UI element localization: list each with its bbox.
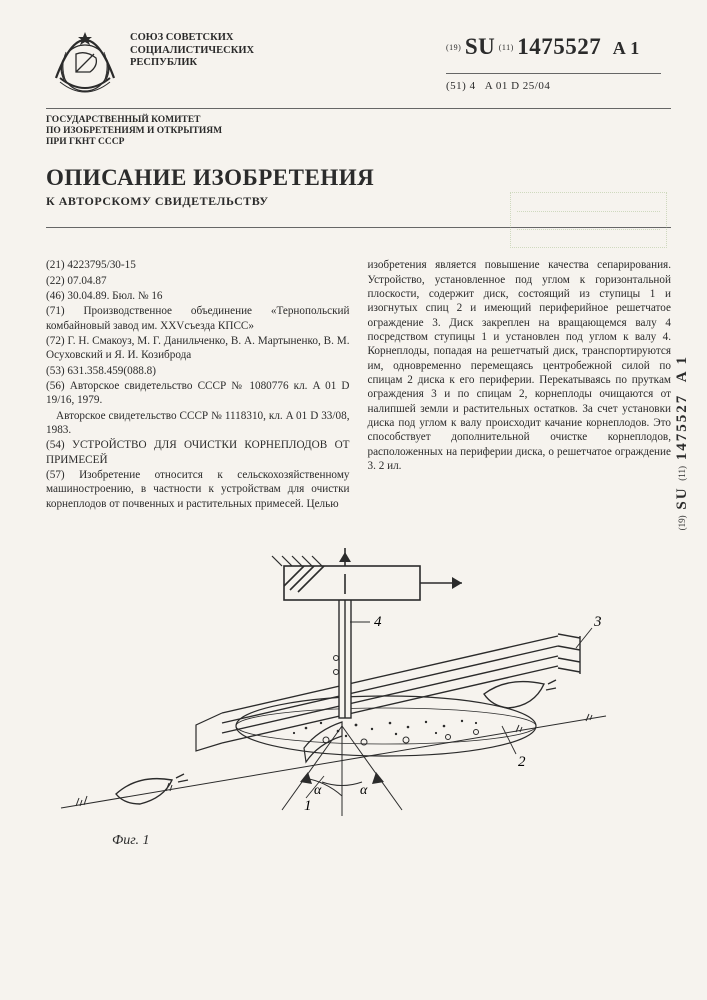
figure-label: Фиг. 1 bbox=[112, 832, 671, 850]
callout-4: 4 bbox=[374, 614, 382, 630]
doc-codes: (19) SU (11) 1475527 A 1 (51) 4 A 01 D 2… bbox=[446, 28, 671, 94]
field-71: (71) Производственное объединение «Терно… bbox=[46, 304, 350, 333]
field-21: (21) 4223795/30-15 bbox=[46, 258, 350, 272]
spine-kind: A 1 bbox=[674, 355, 690, 382]
committee-line: ПРИ ГКНТ СССР bbox=[46, 137, 124, 147]
right-column: изобретения является повышение качества … bbox=[368, 258, 672, 512]
union-line: РЕСПУБЛИК bbox=[130, 57, 197, 68]
committee-line: ГОСУДАРСТВЕННЫЙ КОМИТЕТ bbox=[46, 115, 201, 125]
code-19-label: (19) bbox=[446, 43, 461, 52]
spine-11: (11) bbox=[677, 466, 687, 481]
field-56b: Авторское свидетельство СССР № 1118310, … bbox=[46, 409, 350, 438]
doc-title: ОПИСАНИЕ ИЗОБРЕТЕНИЯ bbox=[46, 163, 671, 192]
field-46: (46) 30.04.89. Бюл. № 16 bbox=[46, 289, 350, 303]
code-11-label: (11) bbox=[499, 43, 514, 52]
spine-19: (19) bbox=[677, 515, 687, 530]
spine-code: (19) SU (11) 1475527 A 1 bbox=[673, 355, 695, 530]
committee-name: ГОСУДАРСТВЕННЫЙ КОМИТЕТ ПО ИЗОБРЕТЕНИЯМ … bbox=[46, 115, 671, 149]
abstract-body: изобретения является повышение качества … bbox=[368, 258, 672, 473]
union-line: СОЦИАЛИСТИЧЕСКИХ bbox=[130, 45, 254, 56]
alpha-left: α bbox=[314, 783, 322, 798]
country-code: SU bbox=[465, 34, 495, 59]
field-54: (54) УСТРОЙСТВО ДЛЯ ОЧИСТКИ КОРНЕПЛОДОВ … bbox=[46, 438, 350, 467]
doc-number: 1475527 bbox=[517, 34, 601, 59]
state-emblem bbox=[46, 28, 124, 100]
committee-line: ПО ИЗОБРЕТЕНИЯМ И ОТКРЫТИЯМ bbox=[46, 126, 222, 136]
callout-2: 2 bbox=[518, 754, 526, 770]
field-72: (72) Г. Н. Смакоуз, М. Г. Данильченко, В… bbox=[46, 334, 350, 363]
spine-number: 1475527 bbox=[674, 394, 690, 461]
callout-1: 1 bbox=[304, 798, 312, 814]
ipc-label: (51) 4 bbox=[446, 80, 476, 92]
field-22: (22) 07.04.87 bbox=[46, 274, 350, 288]
callout-3: 3 bbox=[593, 614, 602, 630]
ipc-code: A 01 D 25/04 bbox=[485, 80, 551, 92]
field-53: (53) 631.358.459(088.8) bbox=[46, 364, 350, 378]
union-line: СОЮЗ СОВЕТСКИХ bbox=[130, 32, 233, 43]
abstract-columns: (21) 4223795/30-15 (22) 07.04.87 (46) 30… bbox=[46, 258, 671, 512]
spine-country: SU bbox=[674, 486, 690, 509]
figure-1: 1 2 3 4 α α Фиг. 1 bbox=[46, 526, 671, 850]
field-57: (57) Изобретение относится к сельскохозя… bbox=[46, 468, 350, 511]
registration-stamp bbox=[510, 192, 667, 248]
left-column: (21) 4223795/30-15 (22) 07.04.87 (46) 30… bbox=[46, 258, 350, 512]
alpha-right: α bbox=[360, 783, 368, 798]
union-name: СОЮЗ СОВЕТСКИХ СОЦИАЛИСТИЧЕСКИХ РЕСПУБЛИ… bbox=[124, 28, 446, 70]
kind-code: A 1 bbox=[605, 38, 640, 58]
field-56a: (56) Авторское свидетельство СССР № 1080… bbox=[46, 379, 350, 408]
